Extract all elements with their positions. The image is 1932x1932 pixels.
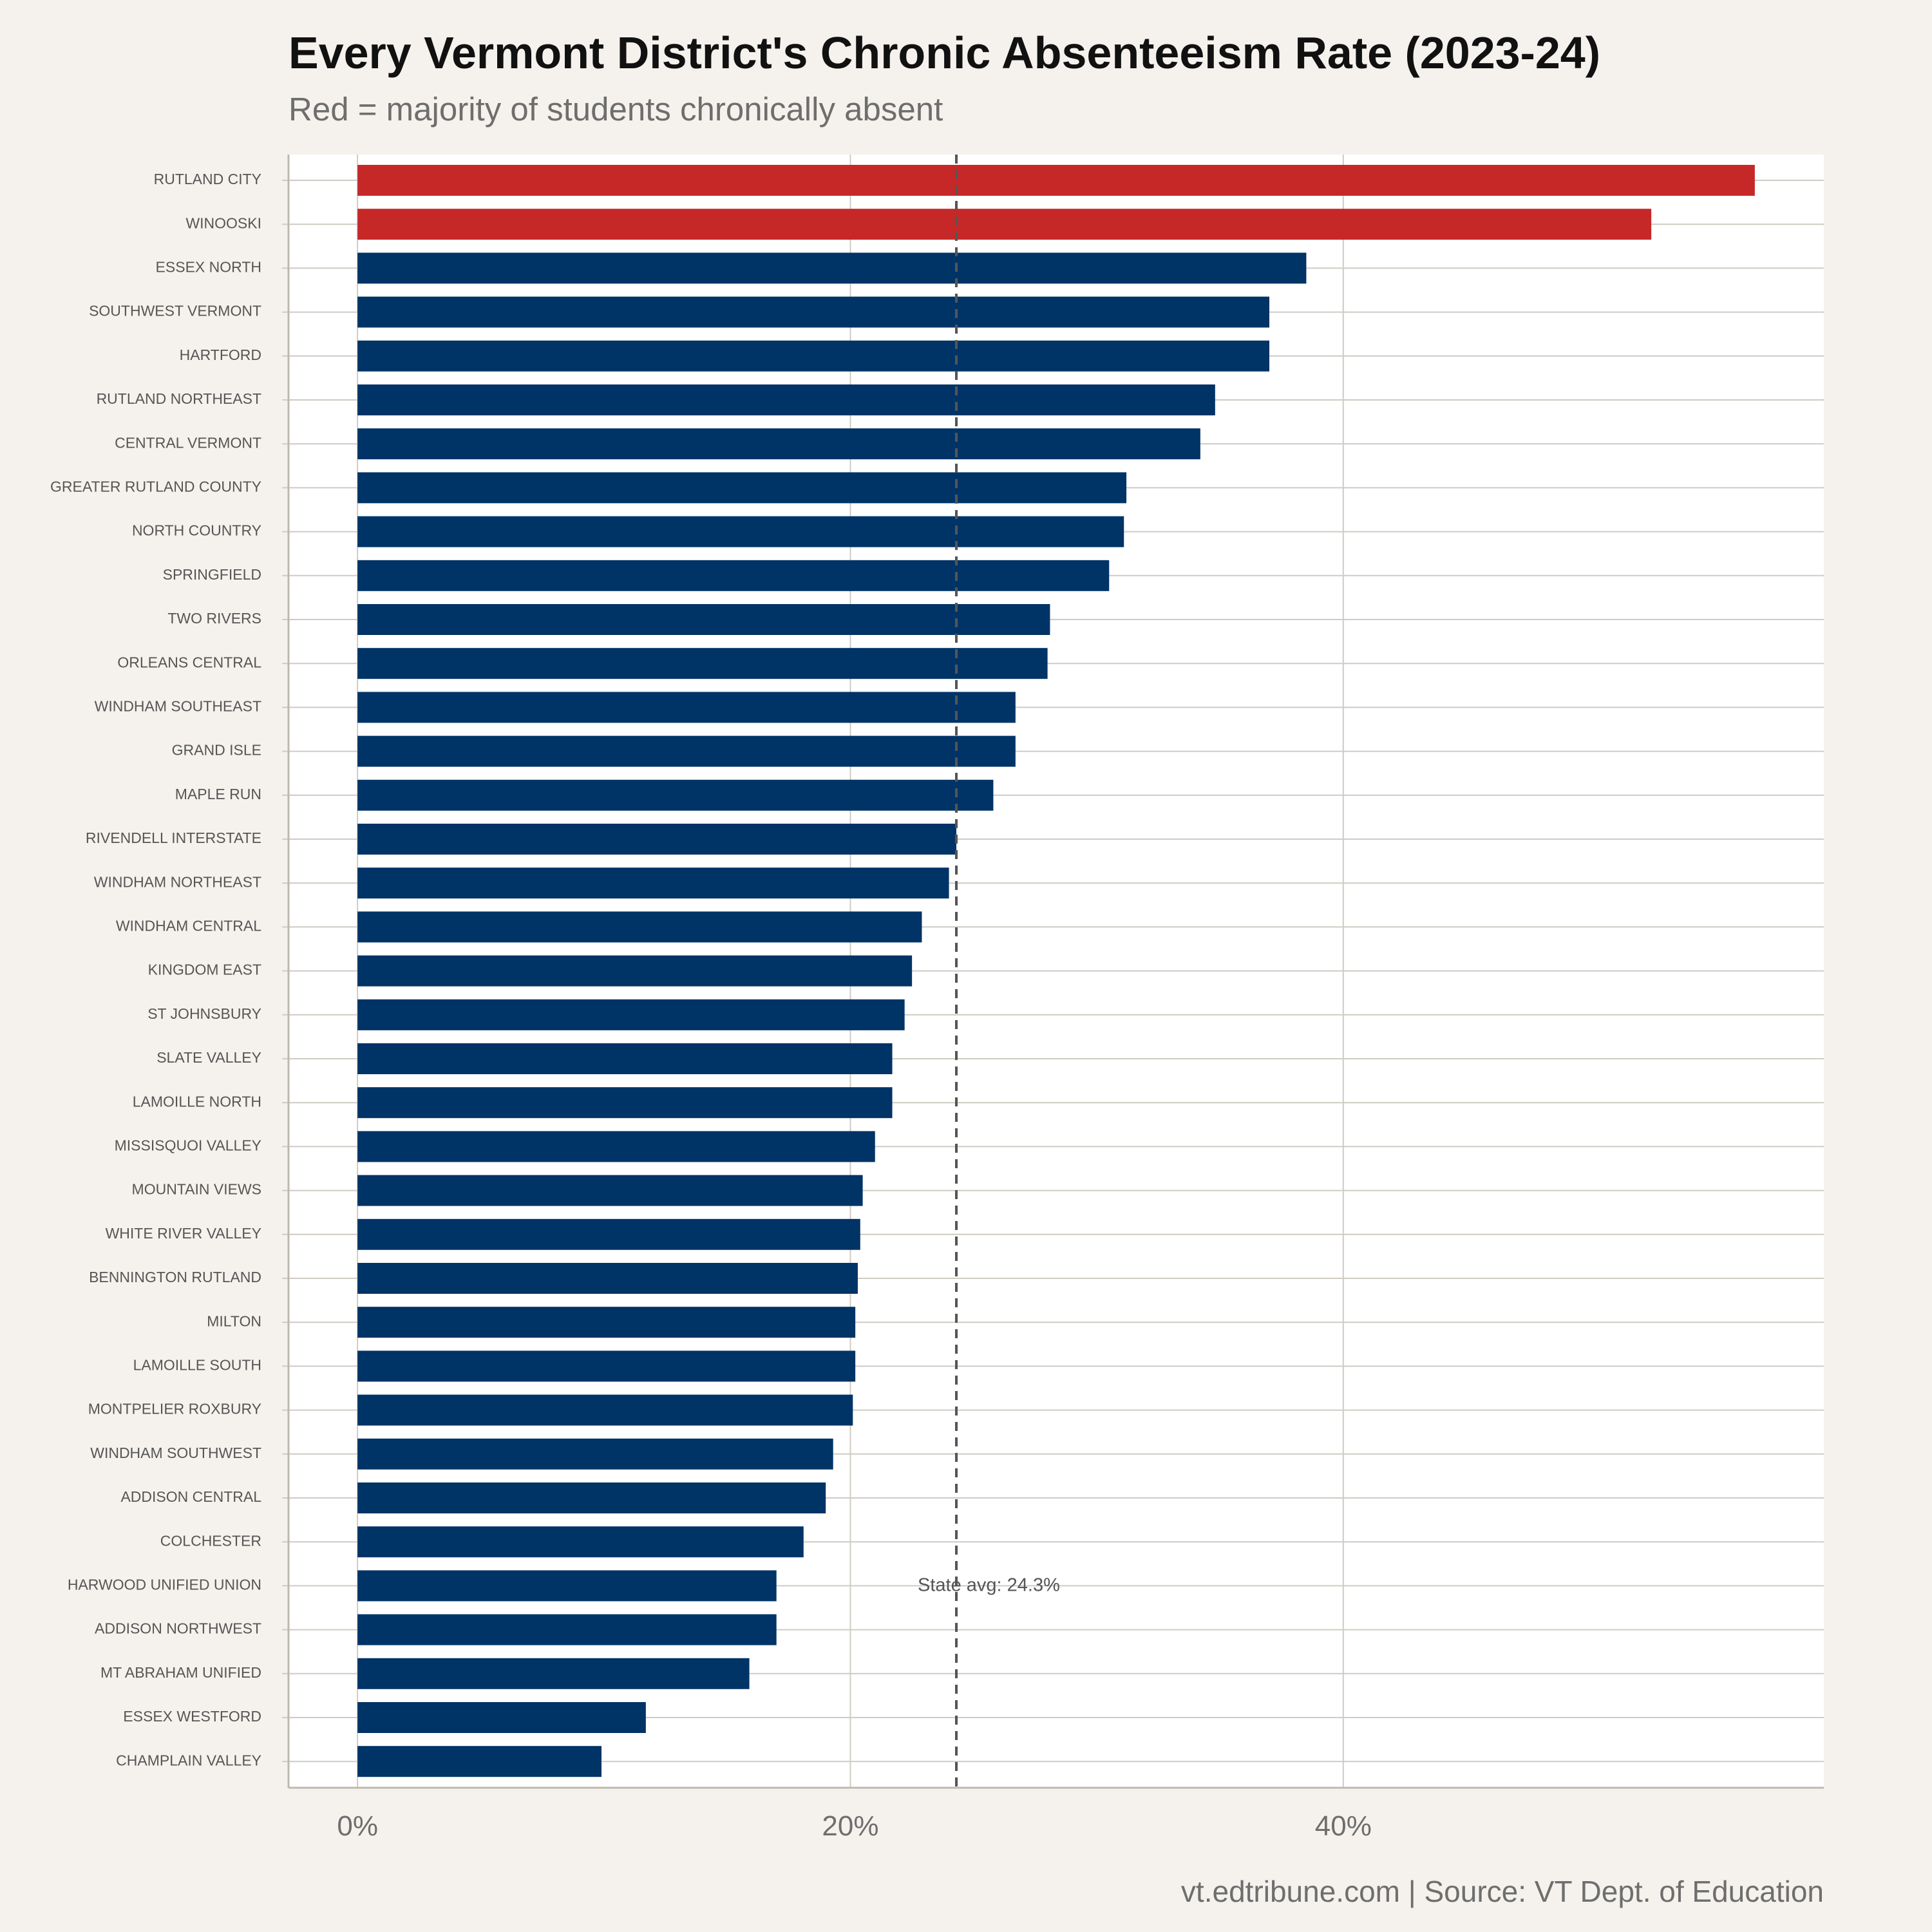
x-tick-label: 40% [1315,1810,1372,1842]
bar [357,1438,833,1470]
category-label: BENNINGTON RUTLAND [89,1269,261,1285]
category-label: GREATER RUTLAND COUNTY [50,478,261,495]
bar [357,1570,777,1602]
category-label: ESSEX NORTH [156,258,261,275]
category-labels: RUTLAND CITY WINOOSKI ESSEX NORTH SOUTHWEST… [50,171,261,1768]
category-label: KINGDOM EAST [148,961,261,978]
bar [357,428,1200,460]
category-label: MOUNTAIN VIEWS [132,1181,261,1198]
category-label: WINOOSKI [185,214,261,231]
bar [357,1746,601,1777]
bar [357,1307,856,1338]
category-label: WINDHAM NORTHEAST [94,873,261,890]
bar [357,779,994,811]
x-axis-ticks: 0% 20% 40% [337,1810,1371,1842]
chart-caption: vt.edtribune.com | Source: VT Dept. of E… [1180,1875,1824,1908]
bar [357,516,1124,547]
category-label: WINDHAM SOUTHEAST [95,697,261,714]
category-label: RIVENDELL INTERSTATE [86,829,261,846]
category-label: MAPLE RUN [175,786,261,802]
category-label: SLATE VALLEY [156,1049,261,1066]
chart-subtitle: Red = majority of students chronically a… [289,91,943,128]
bar [357,1263,858,1294]
bar [357,1043,893,1074]
category-label: SPRINGFIELD [163,566,261,583]
bar [357,1350,856,1382]
bar [357,911,922,943]
category-label: COLCHESTER [160,1532,261,1549]
bar [357,384,1215,415]
category-label: RUTLAND CITY [154,171,261,187]
category-label: CENTRAL VERMONT [115,434,261,451]
category-label: WINDHAM CENTRAL [116,917,261,934]
bar [357,1482,826,1513]
bar [357,735,1016,767]
bars-layer [357,165,1755,1777]
x-tick-label: 20% [822,1810,878,1842]
bar [357,604,1050,635]
state-average-label: State avg: 24.3% [918,1575,1060,1596]
bar [357,648,1048,679]
category-label: MT ABRAHAM UNIFIED [100,1664,261,1681]
bar [357,252,1307,284]
category-label: NORTH COUNTRY [132,522,261,539]
chart-title: Every Vermont District's Chronic Absente… [289,28,1601,78]
bar [357,1526,804,1558]
bar [357,824,957,855]
category-label: WINDHAM SOUTHWEST [90,1444,261,1461]
bar [357,340,1270,372]
category-label: HARWOOD UNIFIED UNION [68,1576,261,1593]
bar [357,1087,893,1119]
bar [357,560,1110,591]
category-label: WHITE RIVER VALLEY [106,1225,261,1242]
category-label: SOUTHWEST VERMONT [89,303,261,319]
bar [357,472,1127,504]
bar [357,867,949,899]
category-label: HARTFORD [180,346,261,363]
category-label: ST JOHNSBURY [147,1005,261,1022]
category-label: GRAND ISLE [172,742,261,759]
category-label: LAMOILLE NORTH [133,1093,261,1110]
bar [357,1658,750,1689]
category-label: MILTON [207,1312,261,1329]
category-label: RUTLAND NORTHEAST [97,390,261,407]
category-label: MISSISQUOI VALLEY [115,1137,261,1153]
bar [357,955,913,987]
category-label: CHAMPLAIN VALLEY [116,1752,261,1768]
bar [357,1131,875,1162]
bar [357,296,1270,328]
x-tick-label: 0% [337,1810,378,1842]
category-label: ADDISON CENTRAL [120,1488,261,1505]
category-label: ESSEX WESTFORD [123,1708,261,1725]
bar [357,165,1755,196]
bar [357,209,1652,240]
bar [357,692,1016,723]
bar [357,1614,777,1645]
reference-layer: State avg: 24.3% [918,155,1060,1788]
category-label: ORLEANS CENTRAL [117,654,261,670]
category-label: MONTPELIER ROXBURY [88,1401,261,1417]
category-label: LAMOILLE SOUTH [133,1356,261,1373]
bar [357,999,905,1030]
category-label: TWO RIVERS [167,610,261,627]
category-label: ADDISON NORTHWEST [95,1620,261,1637]
bar [357,1394,853,1426]
bar [357,1702,646,1733]
bar [357,1175,863,1206]
bar [357,1218,860,1250]
